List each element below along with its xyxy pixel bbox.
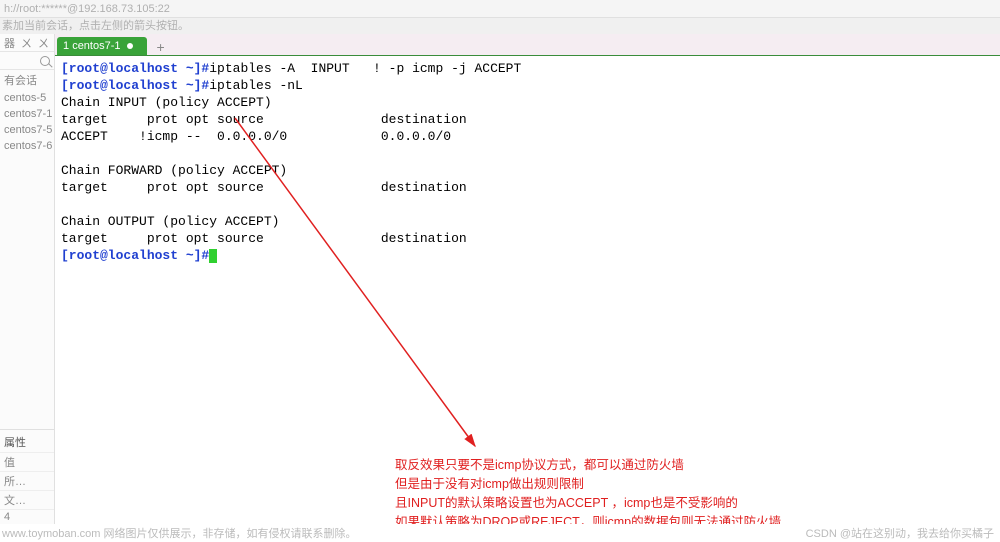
terminal-line: Chain INPUT (policy ACCEPT) (61, 94, 994, 111)
session-item-centos-5[interactable]: centos-5 (0, 90, 54, 106)
properties-panel: 属性 值 所… 文… 4 (0, 429, 54, 524)
main-area: 1 centos7-1 + [root@localhost ~]#iptable… (55, 34, 1000, 524)
terminal[interactable]: [root@localhost ~]#iptables -A INPUT ! -… (55, 56, 1000, 524)
annotation-line: 取反效果只要不是icmp协议方式，都可以通过防火墙 (395, 456, 781, 475)
terminal-line: [root@localhost ~]# (61, 247, 994, 264)
terminal-prompt: [root@localhost ~]# (61, 248, 209, 263)
annotation-line: 但是由于没有对icmp做出规则限制 (395, 475, 781, 494)
annotation-line: 如果默认策略为DROP或REJECT，则icmp的数据包则无法通过防火墙 (395, 513, 781, 524)
sessions-header: 有会话 (0, 70, 54, 90)
terminal-line: [root@localhost ~]#iptables -A INPUT ! -… (61, 60, 994, 77)
properties-row: 4 (0, 509, 54, 524)
properties-header: 属性 (0, 432, 54, 452)
panel-pin-icon[interactable]: ㄨ (21, 35, 32, 51)
hint-text: 素加当前会话，点击左侧的箭头按钮。 (2, 20, 189, 32)
session-list: centos-5 centos7-1 centos7-5 centos7-6 (0, 90, 54, 429)
terminal-prompt: [root@localhost ~]# (61, 78, 209, 93)
properties-row: 所… (0, 471, 54, 490)
tab-bar: 1 centos7-1 + (55, 34, 1000, 56)
search-icon[interactable] (40, 56, 50, 66)
terminal-line: target prot opt source destination (61, 230, 994, 247)
terminal-line: target prot opt source destination (61, 179, 994, 196)
tab-close-icon[interactable] (127, 43, 133, 49)
terminal-line: ACCEPT !icmp -- 0.0.0.0/0 0.0.0.0/0 (61, 128, 994, 145)
left-panel: 器 ㄨ ㄨ 有会话 centos-5 centos7-1 centos7-5 c… (0, 34, 55, 524)
terminal-line: target prot opt source destination (61, 111, 994, 128)
window-titlebar: h://root:******@192.168.73.105:22 (0, 0, 1000, 18)
window-title: h://root:******@192.168.73.105:22 (4, 3, 170, 15)
properties-row: 值 (0, 452, 54, 471)
terminal-line: [root@localhost ~]#iptables -nL (61, 77, 994, 94)
session-item-centos7-6[interactable]: centos7-6 (0, 138, 54, 154)
tab-add-button[interactable]: + (151, 39, 171, 55)
tab-label: centos7-1 (72, 40, 120, 52)
panel-close-icon[interactable]: ㄨ (38, 35, 49, 51)
footer: www.toymoban.com 网络图片仅供展示，非存储，如有侵权请联系删除。… (0, 524, 1000, 542)
annotation-line: 且INPUT的默认策略设置也为ACCEPT ，icmp也是不受影响的 (395, 494, 781, 513)
properties-row: 文… (0, 490, 54, 509)
terminal-prompt: [root@localhost ~]# (61, 61, 209, 76)
hint-bar: 素加当前会话，点击左侧的箭头按钮。 (0, 18, 1000, 34)
terminal-command: iptables -nL (209, 78, 303, 93)
terminal-command: iptables -A INPUT ! -p icmp -j ACCEPT (209, 61, 521, 76)
terminal-cursor (209, 249, 217, 263)
annotation-text: 取反效果只要不是icmp协议方式，都可以通过防火墙但是由于没有对icmp做出规则… (395, 456, 781, 524)
csdn-attribution: CSDN @站在这别动，我去给你买橘子 (806, 525, 1000, 541)
left-search-row (0, 52, 54, 70)
terminal-line (61, 145, 994, 162)
left-panel-header: 器 ㄨ ㄨ (0, 34, 54, 52)
terminal-line: Chain FORWARD (policy ACCEPT) (61, 162, 994, 179)
panel-label-1: 器 (4, 35, 15, 51)
watermark-text: www.toymoban.com 网络图片仅供展示，非存储，如有侵权请联系删除。 (0, 525, 356, 541)
session-item-centos7-1[interactable]: centos7-1 (0, 106, 54, 122)
terminal-line (61, 196, 994, 213)
terminal-line: Chain OUTPUT (policy ACCEPT) (61, 213, 994, 230)
tab-centos7-1[interactable]: 1 centos7-1 (57, 37, 147, 55)
session-item-centos7-5[interactable]: centos7-5 (0, 122, 54, 138)
tab-index: 1 (63, 40, 69, 52)
